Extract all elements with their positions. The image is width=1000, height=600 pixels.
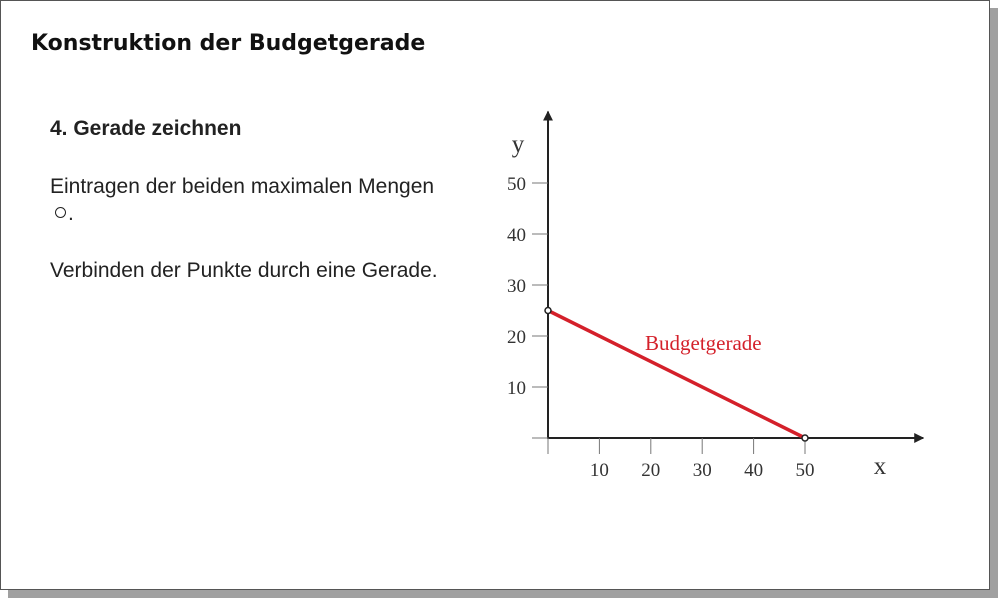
y-tick-label: 40: [507, 225, 526, 246]
x-ticks: 10 20 30 40 50: [547, 438, 815, 481]
series-budgetgerade: [547, 308, 806, 440]
endpoint-markers: [544, 306, 809, 442]
x-tick-label: 30: [693, 460, 712, 481]
slide: Konstruktion der Budgetgerade 4. Gerade …: [0, 0, 990, 590]
y-axis-label: y: [512, 131, 525, 158]
paragraph-enter-quantities-text: Eintragen der beiden maximalen Mengen: [50, 175, 435, 198]
x-tick-label: 40: [744, 460, 763, 481]
x-tick-label: 20: [641, 460, 660, 481]
hollow-circle-point-icon: [55, 207, 66, 218]
series-line-budgetgerade: [547, 308, 806, 440]
y-ticks: 10 20 30 40 50: [507, 174, 548, 439]
y-tick-label: 20: [507, 327, 526, 348]
paragraph-enter-quantities: Eintragen der beiden maximalen Mengen.: [50, 173, 450, 227]
slide-title: Konstruktion der Budgetgerade: [31, 31, 426, 56]
series-label-budgetgerade: Budgetgerade: [645, 331, 762, 355]
y-tick-label: 50: [507, 174, 526, 195]
x-tick-label: 50: [796, 460, 815, 481]
endpoint-marker: [544, 306, 552, 315]
endpoint-marker: [801, 434, 809, 442]
paragraph-connect-points: Verbinden der Punkte durch eine Gerade.: [50, 259, 438, 282]
y-tick-label: 30: [507, 276, 526, 297]
x-tick-label: 10: [590, 460, 609, 481]
step-heading: 4. Gerade zeichnen: [50, 117, 242, 140]
y-tick-label: 10: [507, 378, 526, 399]
x-axis-label: x: [874, 453, 887, 480]
paragraph-enter-quantities-end: .: [68, 202, 74, 225]
